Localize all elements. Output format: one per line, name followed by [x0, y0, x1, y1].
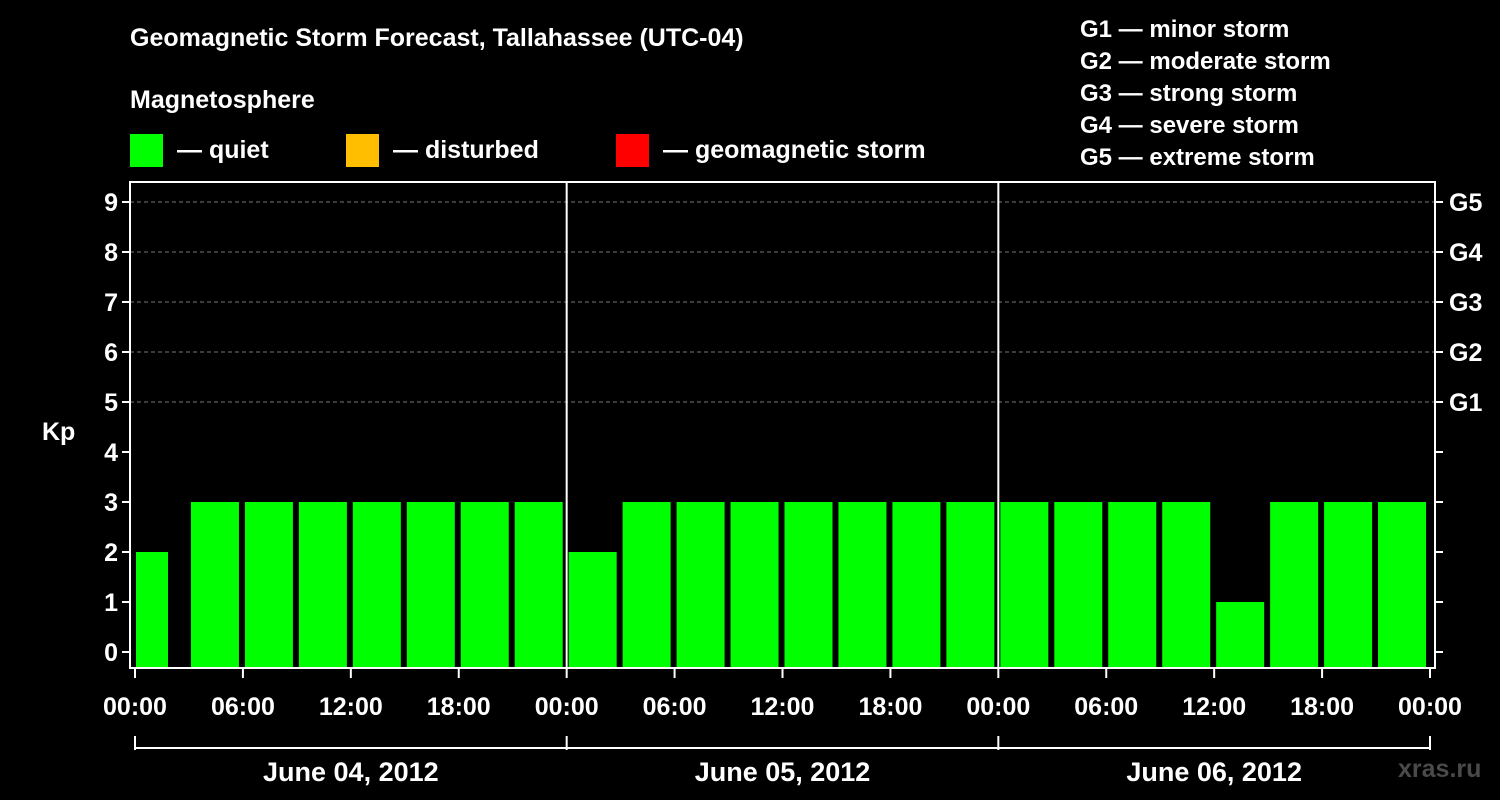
bar-3 — [298, 502, 347, 668]
y-tick-label-3: 3 — [104, 489, 118, 517]
legend-swatch-disturbed — [346, 133, 379, 167]
x-tick-label-8: 00:00 — [966, 693, 1030, 721]
right-label-g1: G1 — [1449, 389, 1482, 417]
bar-1 — [190, 502, 239, 668]
bar-22 — [1324, 502, 1373, 668]
y-tick-label-6: 6 — [104, 339, 118, 367]
bar-19 — [1162, 502, 1211, 668]
day-label-2: June 06, 2012 — [1126, 757, 1302, 787]
y-tick-label-2: 2 — [104, 539, 118, 567]
storm-scale-g3: G3 — strong storm — [1080, 80, 1298, 107]
bar-2 — [244, 502, 293, 668]
x-tick-label-0: 00:00 — [103, 693, 167, 721]
legend-item-quiet: — quiet — [130, 133, 269, 167]
bar-13 — [838, 502, 887, 668]
bar-21 — [1270, 502, 1319, 668]
bar-9 — [622, 502, 671, 668]
bar-5 — [406, 502, 455, 668]
y-tick-label-8: 8 — [104, 239, 118, 267]
bar-8 — [568, 552, 617, 668]
y-tick-label-0: 0 — [104, 639, 118, 667]
legend-label-storm: — geomagnetic storm — [663, 135, 926, 164]
storm-scale-g1: G1 — minor storm — [1080, 16, 1290, 43]
bar-0 — [136, 552, 168, 668]
y-tick-label-1: 1 — [104, 589, 118, 617]
bar-7 — [514, 502, 563, 668]
y-tick-label-9: 9 — [104, 189, 118, 217]
bar-15 — [946, 502, 995, 668]
x-tick-label-7: 18:00 — [858, 693, 922, 721]
x-tick-label-4: 00:00 — [535, 693, 599, 721]
day-label-0: June 04, 2012 — [263, 757, 439, 787]
storm-scale-g2: G2 — moderate storm — [1080, 48, 1331, 75]
bar-12 — [784, 502, 833, 668]
bar-23 — [1378, 502, 1427, 668]
storm-scale-g5: G5 — extreme storm — [1080, 144, 1315, 171]
right-label-g2: G2 — [1449, 339, 1482, 367]
y-tick-label-4: 4 — [104, 439, 118, 467]
bar-11 — [730, 502, 779, 668]
bar-4 — [352, 502, 401, 668]
x-tick-label-5: 06:00 — [643, 693, 707, 721]
legend-swatch-storm — [616, 133, 649, 167]
bar-16 — [1000, 502, 1049, 668]
x-tick-label-10: 12:00 — [1182, 693, 1246, 721]
bar-20 — [1216, 602, 1265, 668]
right-label-g3: G3 — [1449, 289, 1482, 317]
bar-14 — [892, 502, 941, 668]
x-tick-label-11: 18:00 — [1290, 693, 1354, 721]
bar-6 — [460, 502, 509, 668]
day-label-1: June 05, 2012 — [695, 757, 871, 787]
legend-label-disturbed: — disturbed — [393, 135, 539, 164]
legend-title: Magnetosphere — [130, 86, 315, 114]
legend-swatch-quiet — [130, 133, 163, 167]
x-tick-label-3: 18:00 — [427, 693, 491, 721]
watermark: xras.ru — [1398, 755, 1482, 783]
bar-17 — [1054, 502, 1103, 668]
x-tick-label-2: 12:00 — [319, 693, 383, 721]
right-label-g5: G5 — [1449, 189, 1482, 217]
x-tick-label-6: 12:00 — [751, 693, 815, 721]
y-tick-label-5: 5 — [104, 389, 118, 417]
legend-label-quiet: — quiet — [177, 135, 269, 164]
y-tick-label-7: 7 — [104, 289, 118, 317]
storm-scale-g4: G4 — severe storm — [1080, 112, 1299, 139]
bar-10 — [676, 502, 725, 668]
x-tick-label-9: 06:00 — [1074, 693, 1138, 721]
chart-title: Geomagnetic Storm Forecast, Tallahassee … — [130, 24, 744, 52]
storm-scale-legend: G1 — minor storm G2 — moderate storm G3 … — [1080, 14, 1331, 174]
y-axis-label: Kp — [42, 418, 75, 446]
x-tick-label-12: 00:00 — [1398, 693, 1462, 721]
legend-item-storm: — geomagnetic storm — [616, 133, 926, 167]
bar-18 — [1108, 502, 1157, 668]
legend-item-disturbed: — disturbed — [346, 133, 539, 167]
right-label-g4: G4 — [1449, 239, 1482, 267]
x-tick-label-1: 06:00 — [211, 693, 275, 721]
